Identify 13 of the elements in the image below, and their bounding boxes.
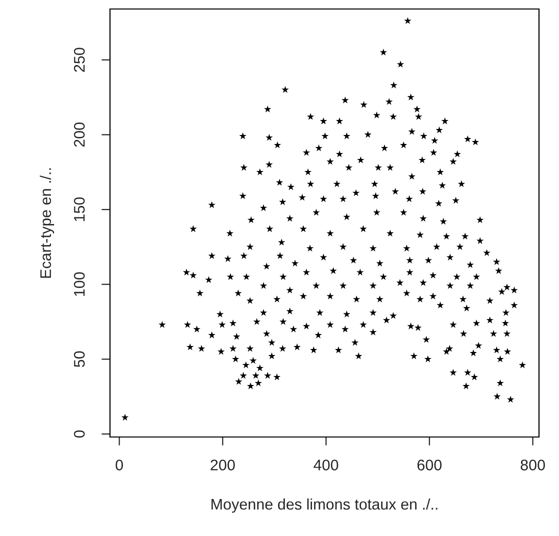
x-tick-label: 400: [314, 460, 338, 470]
y-tick-label: 100: [74, 272, 85, 296]
y-axis-title: Ecart-type en ./..: [40, 168, 54, 278]
x-axis-title: Moyenne des limons totaux en ./..: [212, 498, 438, 513]
y-tick-label: 250: [74, 48, 85, 72]
y-tick-label: 150: [74, 197, 85, 222]
y-tick-label: 50: [74, 351, 85, 368]
x-tick-label: 600: [417, 460, 442, 470]
x-tick-label: 800: [520, 460, 545, 470]
y-tick-label: 200: [74, 122, 85, 147]
x-tick-label: 200: [210, 460, 235, 470]
y-tick-label: 0: [74, 430, 85, 438]
x-tick-label: 0: [116, 460, 123, 470]
